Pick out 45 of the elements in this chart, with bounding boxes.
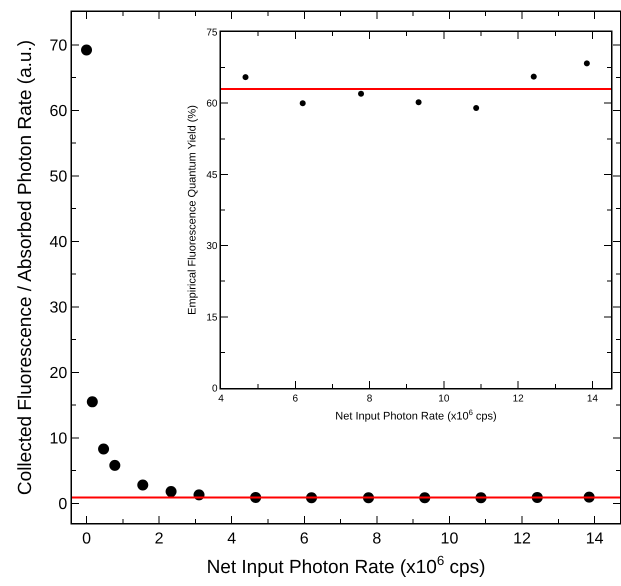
y-tick-label: 0: [58, 496, 68, 513]
y-tick-label: 50: [50, 168, 68, 186]
point: [81, 44, 92, 56]
x-tick-label: 4: [218, 394, 224, 404]
point: [137, 480, 148, 490]
y-tick-label: 30: [50, 299, 68, 316]
point: [166, 486, 177, 498]
x-tick-label: 8: [372, 530, 382, 548]
y-tick-label: 30: [206, 241, 218, 252]
x-tick-label: 6: [300, 530, 309, 548]
x-axis-title: Net Input Photon Rate (x10$^{6}$ cps): [335, 408, 497, 422]
point: [300, 100, 306, 106]
point: [109, 460, 120, 471]
x-tick-label: 10: [440, 530, 458, 548]
point: [416, 99, 422, 106]
y-axis-title: Empirical Fluorescence Quantum Yield (%): [186, 105, 198, 315]
y-tick-label: 10: [50, 430, 68, 448]
point: [98, 443, 110, 454]
y-tick-label: 60: [206, 98, 218, 110]
x-tick-label: 8: [366, 394, 373, 404]
y-tick-label: 70: [50, 37, 68, 54]
x-tick-label: 14: [586, 530, 604, 548]
y-axis-title: Collected Fluorescence / Absorbed Photon Rate (a.u.): [14, 40, 36, 496]
x-tick-label: 4: [227, 530, 236, 548]
point: [473, 104, 480, 111]
x-tick-label: 0: [82, 530, 92, 548]
y-tick-label: 45: [206, 170, 218, 181]
x-tick-label: 2: [154, 530, 164, 548]
y-tick-label: 20: [50, 364, 68, 382]
x-tick-label: 10: [438, 394, 450, 404]
y-tick-label: 0: [212, 384, 218, 394]
point: [86, 396, 98, 408]
point: [584, 60, 590, 66]
y-tick-label: 75: [206, 28, 218, 38]
x-tick-label: 14: [586, 394, 598, 404]
x-axis-title: Net Input Photon Rate (x10$^{6}$ cps): [206, 553, 486, 578]
x-tick-label: 12: [513, 530, 532, 548]
x-tick-label: 12: [512, 394, 524, 404]
point: [242, 74, 249, 80]
y-tick-label: 40: [50, 234, 68, 251]
point: [530, 74, 537, 80]
y-tick-label: 15: [206, 312, 218, 324]
x-tick-label: 6: [292, 394, 299, 404]
y-tick-label: 60: [50, 102, 68, 120]
point: [358, 90, 364, 97]
